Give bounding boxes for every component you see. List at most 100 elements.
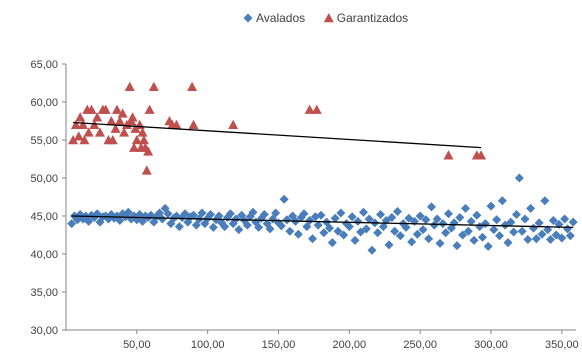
- data-point: [441, 228, 451, 238]
- data-point: [67, 219, 77, 229]
- data-point: [106, 116, 117, 126]
- data-point: [421, 215, 431, 225]
- data-point: [387, 213, 397, 223]
- data-point: [509, 227, 519, 237]
- data-point: [336, 208, 346, 218]
- data-point: [187, 81, 198, 92]
- data-point: [83, 127, 94, 137]
- data-point: [73, 131, 84, 141]
- y-tick-label: 55,00: [30, 135, 58, 147]
- data-point: [438, 219, 448, 229]
- data-point: [415, 211, 425, 221]
- data-point: [124, 81, 135, 92]
- data-point: [497, 196, 507, 206]
- data-point: [401, 222, 411, 232]
- data-point: [466, 216, 476, 226]
- data-point: [327, 238, 337, 248]
- data-point: [308, 234, 317, 244]
- data-point: [376, 209, 385, 219]
- data-point: [259, 209, 269, 219]
- data-point: [517, 226, 527, 236]
- data-point: [248, 207, 258, 217]
- y-tick-label: 65,00: [30, 59, 58, 71]
- data-point: [157, 214, 167, 224]
- data-point: [319, 228, 329, 238]
- data-point: [395, 231, 405, 241]
- data-point: [546, 235, 555, 245]
- data-point: [107, 135, 118, 145]
- data-point: [197, 208, 207, 218]
- y-tick-label: 35,00: [30, 287, 58, 299]
- x-tick-label: 200,00: [333, 339, 367, 351]
- data-point: [483, 241, 493, 251]
- data-point: [390, 226, 400, 236]
- data-point: [189, 210, 198, 220]
- data-point: [86, 104, 97, 114]
- data-point: [68, 135, 79, 145]
- x-tick-label: 250,00: [403, 339, 437, 351]
- data-point: [242, 220, 252, 230]
- data-point: [526, 203, 536, 213]
- data-point: [188, 119, 199, 130]
- data-point: [384, 240, 394, 250]
- data-point: [117, 108, 128, 118]
- series-avalados: [67, 173, 578, 255]
- data-point: [78, 119, 88, 130]
- y-tick-label: 30,00: [30, 325, 58, 337]
- data-point: [208, 222, 218, 232]
- data-point: [304, 104, 315, 114]
- data-point: [529, 223, 538, 233]
- x-tick-label: 50,00: [123, 339, 151, 351]
- data-point: [512, 209, 521, 219]
- data-point: [534, 218, 544, 228]
- data-point: [214, 211, 224, 221]
- data-point: [353, 216, 363, 226]
- data-point: [344, 222, 354, 232]
- series-garantizados: [68, 81, 487, 175]
- data-point: [476, 150, 487, 160]
- data-point: [171, 119, 182, 130]
- data-point: [231, 214, 241, 224]
- data-point: [220, 222, 230, 232]
- legend-marker: [243, 13, 253, 23]
- data-point: [412, 229, 422, 239]
- data-point: [141, 165, 152, 175]
- data-point: [537, 229, 547, 239]
- data-point: [418, 225, 428, 235]
- x-tick-label: 300,00: [474, 339, 508, 351]
- data-point: [174, 222, 184, 232]
- data-point: [75, 112, 86, 122]
- data-point: [330, 213, 340, 223]
- data-point: [138, 135, 149, 145]
- trendline-avalados: [71, 215, 574, 229]
- legend: Avalados Garantizados: [243, 11, 408, 25]
- data-point: [503, 238, 513, 248]
- data-point: [568, 217, 578, 227]
- y-tick-label: 40,00: [30, 249, 58, 261]
- data-point: [119, 127, 130, 137]
- x-tick-label: 100,00: [191, 339, 225, 351]
- data-point: [452, 241, 462, 251]
- data-point: [285, 226, 295, 236]
- data-point: [92, 112, 103, 122]
- data-point: [523, 235, 533, 245]
- data-point: [137, 127, 148, 137]
- data-point: [427, 202, 436, 212]
- data-point: [347, 212, 357, 222]
- data-point: [325, 223, 334, 233]
- data-point: [70, 119, 81, 130]
- data-point: [367, 245, 377, 255]
- data-point: [495, 231, 504, 241]
- legend-label: Garantizados: [337, 11, 408, 25]
- y-tick-label: 60,00: [30, 97, 58, 109]
- data-point: [276, 221, 286, 231]
- data-point: [520, 214, 530, 224]
- data-point: [472, 210, 482, 220]
- data-point: [407, 237, 417, 247]
- x-tick-label: 350,00: [545, 339, 579, 351]
- data-point: [206, 209, 215, 219]
- data-point: [95, 127, 105, 137]
- y-tick-label: 45,00: [30, 211, 58, 223]
- data-point: [100, 104, 111, 114]
